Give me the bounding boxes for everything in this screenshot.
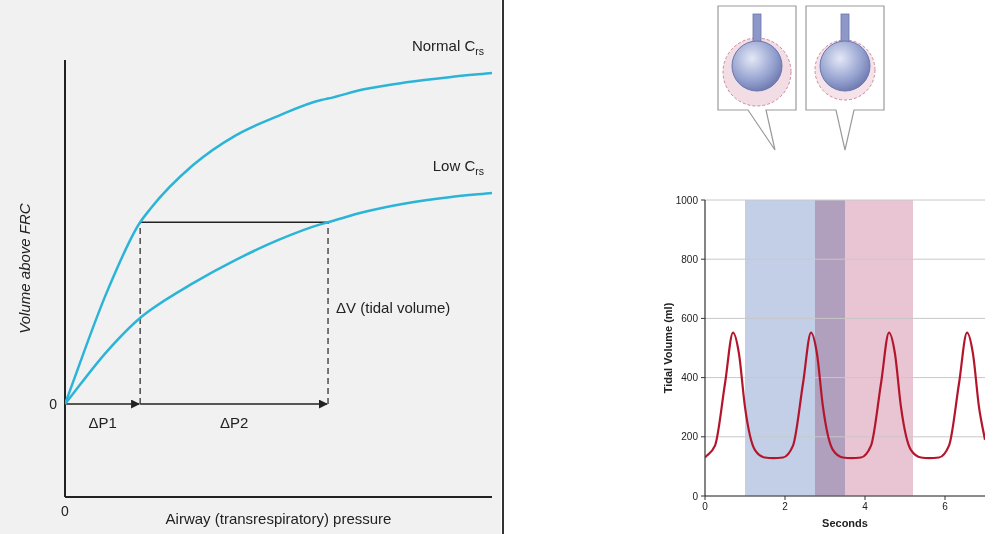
annotation-label: ΔP1 [88,414,116,431]
grid-line [705,436,985,437]
dashed-drop-line [140,222,141,404]
delta-p1-arrow [65,403,139,405]
compliance-curve [65,193,492,404]
tidal-volume-line [140,221,328,223]
lines [705,333,985,459]
grid-line [705,318,985,319]
balloon-outline [815,40,875,100]
callout-box [718,6,796,150]
y-axis-line [704,200,705,496]
delta-p2-arrow [140,403,327,405]
y-tick-mark [701,436,705,437]
balloon-callout [806,6,884,150]
x-tick-mark [945,496,946,500]
x-tick-label: 0 [702,501,708,512]
balloon-stem [841,14,849,44]
y-tick-label: 1000 [676,195,699,206]
y-tick-label: 0 [49,396,57,412]
x-tick-label: 2 [782,501,788,512]
x-axis-line [65,496,492,498]
y-axis-title: Tidal Volume (ml) [662,302,674,393]
y-tick-label: 800 [681,254,698,265]
panel-divider [502,0,504,534]
y-tick-label: 600 [681,313,698,324]
y-axis-line [64,60,66,497]
y-axis-title: Volume above FRC [16,203,33,334]
annotation-label: ΔV (tidal volume) [336,299,450,316]
curves [65,73,492,404]
panel-background [0,0,501,534]
series-label: Normal Crs [412,37,484,57]
y-tick-label: 0 [692,491,698,502]
balloon-stem [753,14,761,44]
bands [745,200,913,496]
y-tick-mark [701,496,705,497]
y-tick-label: 200 [681,431,698,442]
grid-line [705,200,985,201]
callout-box [806,6,884,150]
tidal-volume-line [705,333,985,459]
balloon-outline [723,38,791,106]
balloon-callout [718,6,796,150]
y-tick-mark [701,259,705,260]
compliance-curve [65,73,492,404]
y-tick-label: 400 [681,372,698,383]
dashed-drop-line [327,222,328,404]
y-tick-mark [701,200,705,201]
x-axis-title: Airway (transrespiratory) pressure [166,510,392,527]
x-tick-label: 0 [61,503,69,519]
grid-line [705,377,985,378]
balloon [732,41,782,91]
x-axis-line [705,495,985,496]
annotation-group [65,222,328,404]
x-tick-mark [865,496,866,500]
annotation-label: ΔP2 [220,414,248,431]
grid-line [705,496,985,497]
x-tick-label: 4 [862,501,868,512]
balloon [820,41,870,91]
grid-line [705,259,985,260]
phase-band [815,200,913,496]
y-tick-mark [701,318,705,319]
figure: 00Airway (transrespiratory) pressureVolu… [0,0,1006,534]
x-axis-title: Seconds [822,517,868,529]
y-tick-mark [701,377,705,378]
x-tick-label: 6 [942,501,948,512]
x-tick-mark [785,496,786,500]
x-tick-mark [705,496,706,500]
series-label: Low Crs [433,157,484,177]
